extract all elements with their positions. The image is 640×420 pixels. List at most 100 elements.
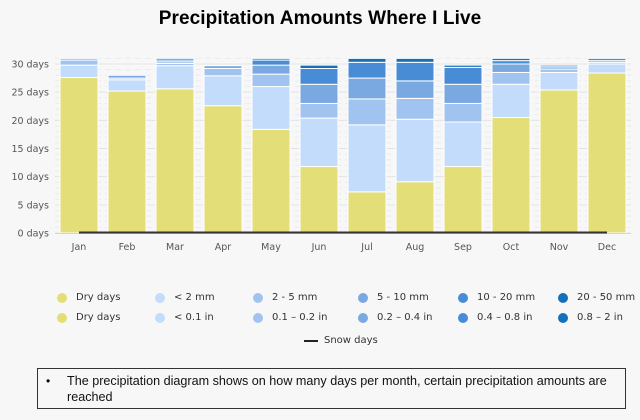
legend-label: Dry days (76, 292, 121, 303)
legend-item[interactable]: < 0.1 in (155, 312, 214, 323)
bar-segment-jan-dry-days[interactable] (59, 77, 99, 234)
bar-segment-aug-2-5-mm[interactable] (395, 97, 435, 120)
bar-segment-jul-5-10-mm[interactable] (347, 77, 387, 100)
y-tick-label: 25 days (11, 88, 49, 99)
legend-item-snow-days[interactable]: Snow days (304, 335, 378, 346)
bar-segment-jul-10-20-mm[interactable] (347, 61, 387, 79)
legend-label: 2 - 5 mm (272, 292, 318, 303)
bar-segment-oct-10-20-mm[interactable] (491, 60, 531, 65)
x-tick-label: Jul (360, 242, 372, 253)
bar-segment-jun-dry-days[interactable] (299, 166, 339, 234)
bar-segment-feb-dry-days[interactable] (107, 90, 147, 234)
bar-segment-oct-20-50-mm[interactable] (491, 57, 531, 62)
bar-segment-apr-2-5-mm[interactable] (203, 68, 243, 77)
bar-segment-nov-10-20-mm[interactable] (539, 64, 579, 68)
legend-dot-icon (57, 312, 67, 323)
bar-segment-dec-10-20-mm[interactable] (587, 57, 627, 62)
legend-dot-icon (57, 292, 67, 303)
bar-segment-jul-2-5-mm[interactable] (347, 98, 387, 126)
bar-segment-aug-20-50-mm[interactable] (395, 57, 435, 63)
note-box: • The precipitation diagram shows on how… (37, 368, 626, 409)
bar-segment-oct-dry-days[interactable] (491, 117, 531, 234)
bar-segment-jun-2-5-mm[interactable] (299, 102, 339, 119)
legend-item[interactable]: Dry days (57, 312, 121, 323)
legend-label: 20 - 50 mm (577, 292, 636, 303)
bar-segment-jun-2-mm[interactable] (299, 117, 339, 168)
y-tick-label: 30 days (11, 60, 49, 71)
legend-item[interactable]: 0.8 – 2 in (558, 312, 623, 323)
bar-segment-aug-2-mm[interactable] (395, 118, 435, 183)
gridlines (55, 57, 631, 234)
legend-dot-icon (458, 292, 468, 303)
legend-label: < 0.1 in (174, 312, 214, 323)
bar-segment-sep-2-mm[interactable] (443, 121, 483, 168)
y-tick-label: 10 days (11, 172, 49, 183)
legend-item[interactable]: 10 - 20 mm (458, 292, 535, 303)
legend-dot-icon (155, 292, 165, 303)
bar-segment-jan-2-mm[interactable] (59, 64, 99, 79)
bar-segment-mar-dry-days[interactable] (155, 88, 195, 234)
bar-segment-feb-5-10-mm[interactable] (107, 74, 147, 79)
legend-line-icon (304, 339, 318, 342)
bar-segment-apr-5-10-mm[interactable] (203, 65, 243, 70)
legend-item[interactable]: 0.4 – 0.8 in (458, 312, 532, 323)
bar-segment-sep-dry-days[interactable] (443, 166, 483, 234)
chart-title: Precipitation Amounts Where I Live (158, 8, 482, 29)
bar-segment-jul-2-mm[interactable] (347, 124, 387, 193)
y-tick-label: 0 days (18, 229, 50, 240)
bar-segment-apr-dry-days[interactable] (203, 105, 243, 234)
legend-label: 5 - 10 mm (377, 292, 429, 303)
bar-segment-sep-20-50-mm[interactable] (443, 64, 483, 68)
legend-item[interactable]: < 2 mm (155, 292, 215, 303)
bar-segment-aug-dry-days[interactable] (395, 181, 435, 234)
bar-segment-may-2-mm[interactable] (251, 86, 291, 130)
bar-segment-dec-dry-days[interactable] (587, 72, 627, 234)
bar-segment-may-2-5-mm[interactable] (251, 73, 291, 88)
bar-segment-mar-2-mm[interactable] (155, 65, 195, 90)
bar-segment-dec-2-mm[interactable] (587, 63, 627, 74)
bar-segment-nov-dry-days[interactable] (539, 89, 579, 234)
bar-segment-aug-10-20-mm[interactable] (395, 61, 435, 82)
bar-segment-oct-2-mm[interactable] (491, 83, 531, 119)
bar-segment-sep-5-10-mm[interactable] (443, 83, 483, 104)
bar-segment-may-5-10-mm[interactable] (251, 64, 291, 75)
bar-segment-jan-2-5-mm[interactable] (59, 59, 99, 66)
plot-area (55, 58, 631, 233)
bar-segment-may-10-20-mm[interactable] (251, 59, 291, 66)
bar-segment-jul-dry-days[interactable] (347, 191, 387, 234)
legend-label: 0.1 – 0.2 in (272, 312, 328, 323)
bar-segment-nov-2-5-mm[interactable] (539, 68, 579, 73)
legend-dot-icon (253, 312, 263, 323)
legend-item[interactable]: 5 - 10 mm (358, 292, 429, 303)
bar-segment-jan-5-10-mm[interactable] (59, 57, 99, 61)
y-axis-ticks: 0 days 5 days 10 days 15 days 20 days 25 days… (11, 60, 49, 240)
bar-segment-apr-2-mm[interactable] (203, 75, 243, 107)
bar-segment-nov-2-mm[interactable] (539, 71, 579, 91)
bar-segment-jul-20-50-mm[interactable] (347, 57, 387, 63)
bar-segment-jun-20-50-mm[interactable] (299, 64, 339, 70)
x-axis-ticks: Jan Feb Mar Apr May Jun Jul Aug Sep Oct Nov Dec (71, 242, 617, 253)
bar-segment-oct-5-10-mm[interactable] (491, 63, 531, 73)
bar-segment-aug-5-10-mm[interactable] (395, 80, 435, 99)
legend-item[interactable]: 0.2 – 0.4 in (358, 312, 432, 323)
legend-item[interactable]: Dry days (57, 292, 121, 303)
bar-segment-sep-2-5-mm[interactable] (443, 102, 483, 123)
bar-segment-oct-2-5-mm[interactable] (491, 71, 531, 85)
x-tick-label: Dec (598, 242, 616, 253)
x-tick-label: Feb (119, 242, 136, 253)
x-tick-label: Apr (215, 242, 232, 253)
bar-segment-may-dry-days[interactable] (251, 128, 291, 234)
bar-segment-feb-2-mm[interactable] (107, 79, 147, 92)
legend-item[interactable]: 20 - 50 mm (558, 292, 635, 303)
x-tick-label: Jun (311, 242, 327, 253)
legend-item[interactable]: 0.1 – 0.2 in (253, 312, 327, 323)
bar-segment-jun-10-20-mm[interactable] (299, 68, 339, 85)
y-tick-label: 5 days (18, 200, 50, 211)
bar-segment-mar-20-50-mm[interactable] (155, 57, 195, 61)
legend-item[interactable]: 2 - 5 mm (253, 292, 317, 303)
legend-dot-icon (253, 292, 263, 303)
bar-segment-jun-5-10-mm[interactable] (299, 83, 339, 104)
bar-segment-sep-10-20-mm[interactable] (443, 66, 483, 85)
bar-segment-may-20-50-mm[interactable] (251, 57, 291, 61)
x-tick-label: Oct (503, 242, 520, 253)
